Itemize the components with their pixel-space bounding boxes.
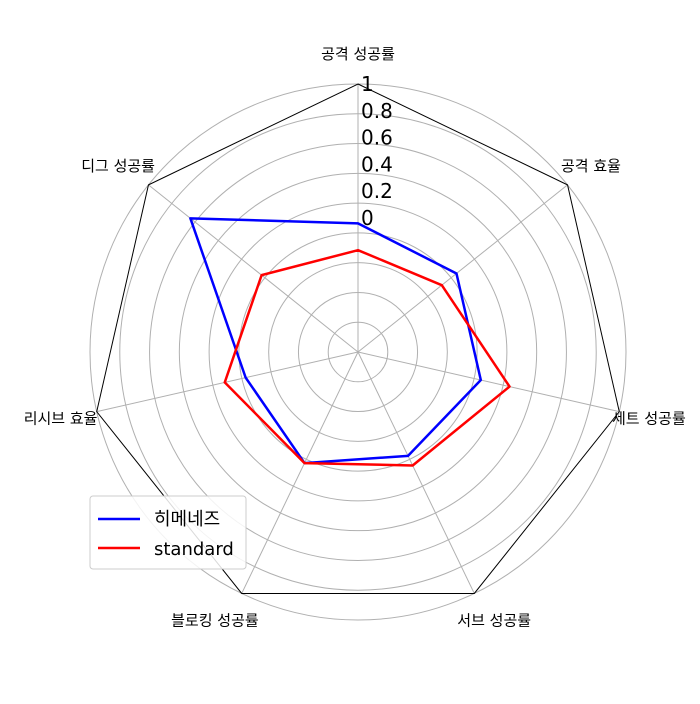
radial-tick-label: 0.8	[361, 99, 393, 123]
radial-tick-label: 0.4	[361, 152, 393, 176]
axis-label: 블로킹 성공률	[171, 611, 259, 629]
axis-label: 리시브 효율	[24, 409, 98, 427]
radial-spoke	[357, 184, 568, 353]
outer-frame	[96, 83, 620, 594]
radial-tick-label: 0	[361, 206, 374, 230]
radial-tick-label: 1	[361, 72, 374, 96]
axis-label: 공격 성공률	[321, 45, 395, 63]
axis-label: 세트 성공률	[612, 409, 686, 427]
radial-spoke	[148, 184, 359, 353]
tick-layer: 0 0.2 0.40.6 0.8 1	[361, 72, 393, 230]
frame-layer	[96, 83, 620, 594]
legend: 히메네즈 standard	[89, 495, 247, 570]
series-line-2	[223, 248, 511, 467]
radial-spoke	[96, 351, 359, 413]
axis-label: 서브 성공률	[457, 611, 531, 629]
series-layer	[189, 217, 511, 467]
axis-label: 공격 효율	[561, 157, 621, 175]
radial-tick-label: 0.6	[361, 126, 393, 150]
radial-spoke	[241, 351, 359, 594]
legend-label-series-1: 히메네즈	[154, 509, 220, 530]
axis-label: 디그 성공률	[81, 157, 155, 175]
legend-box	[89, 495, 247, 570]
legend-label-series-2: standard	[154, 539, 234, 560]
series-line-1	[189, 217, 483, 465]
spoke-layer	[96, 84, 620, 594]
radial-spoke	[357, 351, 475, 594]
radial-tick-label: 0.2	[361, 179, 393, 203]
radial-spoke	[357, 351, 620, 413]
